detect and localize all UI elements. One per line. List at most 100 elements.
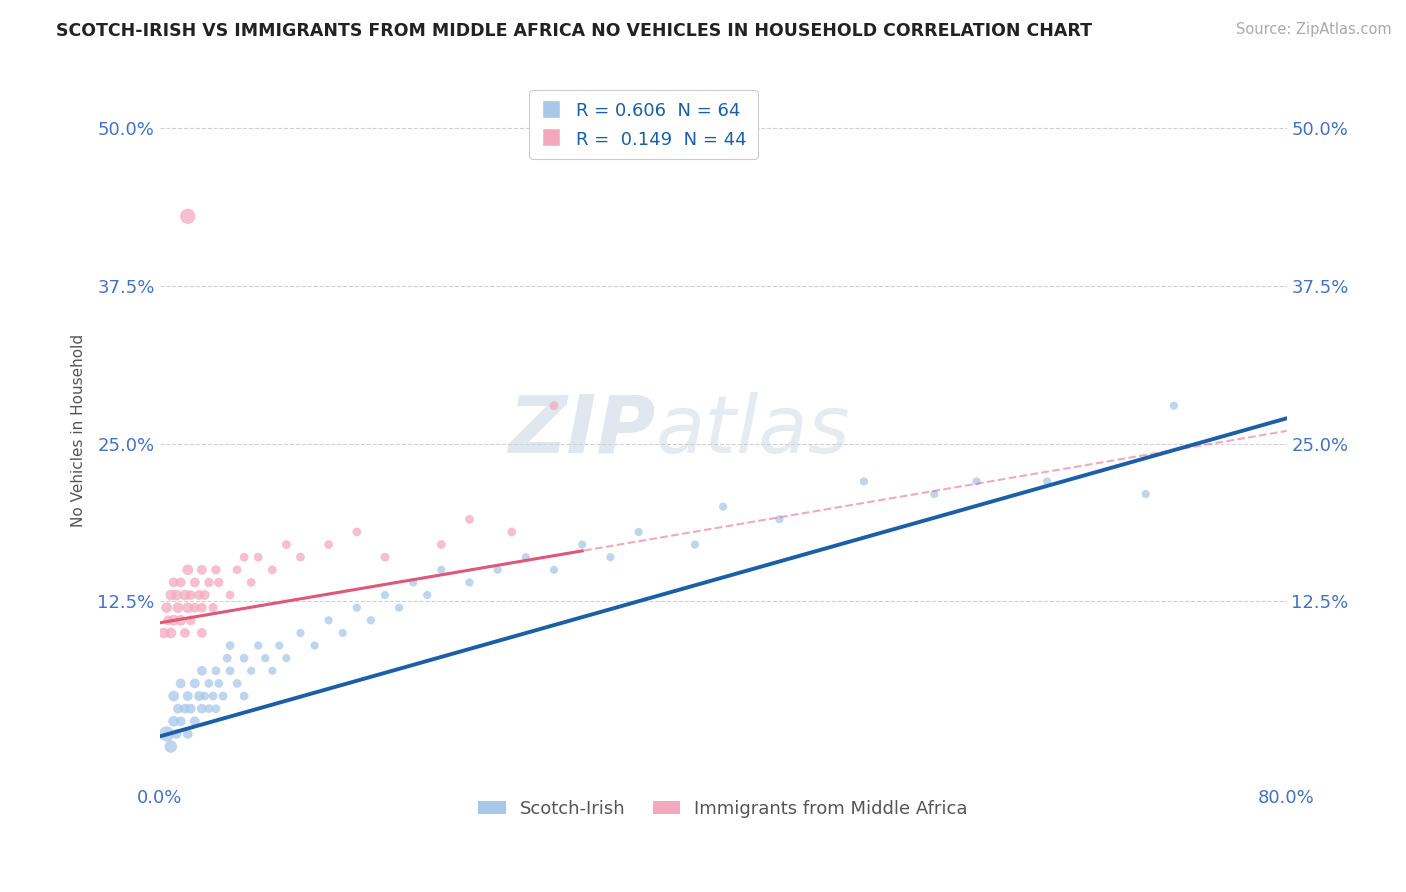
Point <box>240 575 263 590</box>
Point <box>202 689 225 703</box>
Point <box>262 563 284 577</box>
Point <box>304 639 326 653</box>
Point <box>160 588 183 602</box>
Point <box>247 639 270 653</box>
Point <box>683 537 706 551</box>
Point <box>388 600 411 615</box>
Point <box>276 537 298 551</box>
Point <box>163 689 186 703</box>
Point <box>163 714 186 729</box>
Point <box>543 563 565 577</box>
Point <box>194 588 217 602</box>
Point <box>170 714 193 729</box>
Point <box>543 399 565 413</box>
Point <box>254 651 277 665</box>
Point <box>269 639 291 653</box>
Text: ZIP: ZIP <box>508 392 655 470</box>
Point <box>191 626 214 640</box>
Text: SCOTCH-IRISH VS IMMIGRANTS FROM MIDDLE AFRICA NO VEHICLES IN HOUSEHOLD CORRELATI: SCOTCH-IRISH VS IMMIGRANTS FROM MIDDLE A… <box>56 22 1092 40</box>
Point <box>430 537 453 551</box>
Point <box>290 626 312 640</box>
Point <box>374 550 396 565</box>
Point <box>276 651 298 665</box>
Point <box>160 739 183 754</box>
Point <box>184 600 207 615</box>
Point <box>180 613 202 627</box>
Point <box>180 701 202 715</box>
Point <box>174 626 197 640</box>
Point <box>374 588 396 602</box>
Point <box>153 626 176 640</box>
Point <box>360 613 382 627</box>
Point <box>180 588 202 602</box>
Point <box>430 563 453 577</box>
Point <box>346 524 368 539</box>
Point <box>1036 475 1059 489</box>
Point <box>160 626 183 640</box>
Point <box>226 563 249 577</box>
Point <box>486 563 509 577</box>
Point <box>166 727 188 741</box>
Point <box>177 210 200 224</box>
Point <box>233 550 256 565</box>
Point <box>318 537 340 551</box>
Point <box>458 575 481 590</box>
Point <box>170 676 193 690</box>
Legend: Scotch-Irish, Immigrants from Middle Africa: Scotch-Irish, Immigrants from Middle Afr… <box>471 792 974 825</box>
Text: Source: ZipAtlas.com: Source: ZipAtlas.com <box>1236 22 1392 37</box>
Point <box>202 600 225 615</box>
Point <box>205 664 228 678</box>
Point <box>290 550 312 565</box>
Point <box>184 676 207 690</box>
Point <box>416 588 439 602</box>
Point <box>177 689 200 703</box>
Point <box>170 575 193 590</box>
Point <box>208 676 231 690</box>
Point <box>346 600 368 615</box>
Point <box>247 550 270 565</box>
Point <box>163 613 186 627</box>
Point <box>217 651 239 665</box>
Point <box>191 563 214 577</box>
Point <box>208 575 231 590</box>
Point <box>599 550 621 565</box>
Point <box>198 575 221 590</box>
Point <box>205 563 228 577</box>
Point <box>184 575 207 590</box>
Point <box>966 475 988 489</box>
Point <box>233 651 256 665</box>
Point <box>191 600 214 615</box>
Point <box>191 701 214 715</box>
Point <box>174 588 197 602</box>
Point <box>501 524 523 539</box>
Point <box>174 701 197 715</box>
Point <box>170 613 193 627</box>
Point <box>711 500 734 514</box>
Point <box>166 588 188 602</box>
Text: atlas: atlas <box>655 392 851 470</box>
Point <box>184 714 207 729</box>
Point <box>156 727 179 741</box>
Point <box>219 639 242 653</box>
Point <box>515 550 537 565</box>
Point <box>219 664 242 678</box>
Point <box>157 613 180 627</box>
Point <box>212 689 235 703</box>
Point <box>627 524 650 539</box>
Point <box>852 475 875 489</box>
Point <box>332 626 354 640</box>
Point <box>177 727 200 741</box>
Point <box>233 689 256 703</box>
Point <box>262 664 284 678</box>
Point <box>571 537 593 551</box>
Point <box>1135 487 1157 501</box>
Point <box>177 600 200 615</box>
Point <box>318 613 340 627</box>
Point <box>198 676 221 690</box>
Point <box>240 664 263 678</box>
Point <box>156 600 179 615</box>
Point <box>924 487 946 501</box>
Point <box>177 563 200 577</box>
Point <box>226 676 249 690</box>
Y-axis label: No Vehicles in Household: No Vehicles in Household <box>72 334 86 527</box>
